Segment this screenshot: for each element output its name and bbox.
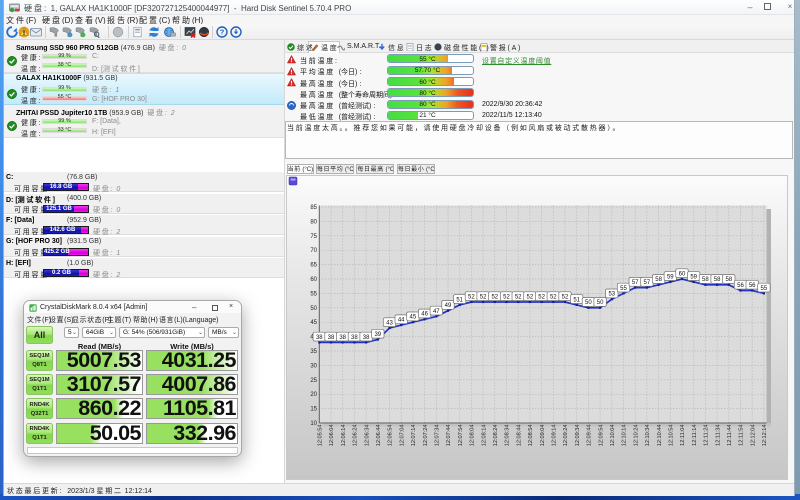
- svg-text:52: 52: [550, 294, 557, 300]
- svg-text:12:09:44: 12:09:44: [587, 424, 593, 446]
- svg-text:12:10:34: 12:10:34: [645, 424, 651, 446]
- svg-text:12:07:34: 12:07:34: [435, 424, 441, 446]
- svg-text:12:11:14: 12:11:14: [692, 424, 698, 445]
- svg-text:65: 65: [310, 262, 317, 268]
- svg-text:58: 58: [725, 277, 732, 283]
- svg-text:50: 50: [597, 300, 604, 306]
- svg-text:52: 52: [503, 294, 510, 300]
- svg-text:12:06:14: 12:06:14: [341, 424, 347, 446]
- svg-text:47: 47: [433, 308, 440, 314]
- svg-text:50: 50: [310, 305, 317, 311]
- svg-text:12:06:04: 12:06:04: [329, 424, 335, 446]
- svg-text:51: 51: [456, 297, 463, 303]
- svg-text:52: 52: [562, 294, 569, 300]
- svg-text:80: 80: [310, 219, 317, 225]
- svg-text:12:08:24: 12:08:24: [493, 424, 499, 446]
- svg-text:60: 60: [679, 271, 686, 277]
- svg-text:45: 45: [310, 320, 317, 326]
- svg-text:30: 30: [310, 363, 317, 369]
- svg-text:45: 45: [410, 314, 417, 320]
- svg-text:43: 43: [386, 320, 393, 326]
- svg-text:38: 38: [328, 334, 335, 340]
- svg-text:12:10:24: 12:10:24: [633, 424, 639, 446]
- svg-text:12:08:14: 12:08:14: [481, 424, 487, 446]
- svg-text:12:10:14: 12:10:14: [622, 424, 628, 446]
- svg-text:70: 70: [310, 248, 317, 254]
- svg-text:46: 46: [421, 311, 428, 317]
- svg-text:12:10:44: 12:10:44: [657, 424, 663, 446]
- svg-text:52: 52: [527, 294, 534, 300]
- svg-text:25: 25: [310, 377, 317, 383]
- svg-text:12:09:24: 12:09:24: [563, 424, 569, 446]
- svg-text:57: 57: [632, 280, 639, 286]
- svg-text:55: 55: [620, 285, 627, 291]
- svg-text:52: 52: [515, 294, 522, 300]
- svg-text:12:09:04: 12:09:04: [540, 424, 546, 446]
- svg-text:38: 38: [316, 334, 323, 340]
- svg-text:12:08:04: 12:08:04: [470, 424, 476, 446]
- svg-text:35: 35: [310, 349, 317, 355]
- svg-text:12:09:34: 12:09:34: [575, 424, 581, 446]
- svg-text:52: 52: [491, 294, 498, 300]
- svg-text:12:06:34: 12:06:34: [364, 424, 370, 446]
- svg-text:58: 58: [702, 277, 709, 283]
- svg-text:12:12:14: 12:12:14: [762, 424, 768, 446]
- svg-text:12:09:14: 12:09:14: [552, 424, 558, 446]
- svg-text:12:11:34: 12:11:34: [715, 424, 721, 445]
- svg-text:38: 38: [363, 334, 370, 340]
- svg-text:12:07:04: 12:07:04: [399, 424, 405, 446]
- svg-text:75: 75: [310, 233, 317, 239]
- svg-text:12:08:54: 12:08:54: [528, 424, 534, 446]
- svg-text:20: 20: [310, 392, 317, 398]
- svg-text:52: 52: [468, 294, 475, 300]
- svg-text:12:11:24: 12:11:24: [704, 424, 710, 445]
- svg-text:12:08:34: 12:08:34: [505, 424, 511, 446]
- svg-text:39: 39: [374, 331, 381, 337]
- svg-text:12:11:54: 12:11:54: [739, 424, 745, 445]
- svg-text:12:11:04: 12:11:04: [680, 424, 686, 445]
- svg-text:12:12:04: 12:12:04: [750, 424, 756, 446]
- svg-text:12:07:44: 12:07:44: [446, 424, 452, 446]
- svg-text:52: 52: [538, 294, 545, 300]
- svg-text:12:07:24: 12:07:24: [423, 424, 429, 446]
- svg-text:60: 60: [310, 277, 317, 283]
- svg-text:38: 38: [351, 334, 358, 340]
- svg-text:44: 44: [398, 317, 405, 323]
- svg-text:12:10:54: 12:10:54: [669, 424, 675, 446]
- svg-text:12:06:24: 12:06:24: [353, 424, 359, 446]
- svg-text:58: 58: [714, 277, 721, 283]
- svg-text:12:07:14: 12:07:14: [411, 424, 417, 446]
- svg-text:52: 52: [480, 294, 487, 300]
- svg-text:49: 49: [445, 303, 452, 309]
- svg-text:85: 85: [310, 205, 317, 211]
- svg-text:51: 51: [573, 297, 580, 303]
- svg-text:56: 56: [749, 282, 756, 288]
- svg-text:38: 38: [339, 334, 346, 340]
- svg-text:12:07:54: 12:07:54: [458, 424, 464, 446]
- svg-text:59: 59: [667, 274, 674, 280]
- svg-text:55: 55: [310, 291, 317, 297]
- svg-text:12:11:44: 12:11:44: [727, 424, 733, 445]
- svg-text:55: 55: [761, 285, 768, 291]
- svg-text:53: 53: [608, 291, 615, 297]
- svg-text:56: 56: [737, 282, 744, 288]
- svg-text:12:10:04: 12:10:04: [610, 424, 616, 446]
- svg-text:50: 50: [585, 300, 592, 306]
- svg-text:59: 59: [690, 274, 697, 280]
- svg-text:12:08:44: 12:08:44: [516, 424, 522, 446]
- svg-text:?: ?: [220, 28, 225, 37]
- svg-text:10: 10: [310, 421, 317, 427]
- svg-text:12:06:54: 12:06:54: [388, 424, 394, 446]
- svg-text:12:05:54: 12:05:54: [318, 424, 324, 446]
- svg-text:12:09:54: 12:09:54: [598, 424, 604, 446]
- svg-text:57: 57: [644, 280, 651, 286]
- svg-text:15: 15: [310, 406, 317, 412]
- svg-text:58: 58: [655, 277, 662, 283]
- svg-text:12:06:44: 12:06:44: [376, 424, 382, 446]
